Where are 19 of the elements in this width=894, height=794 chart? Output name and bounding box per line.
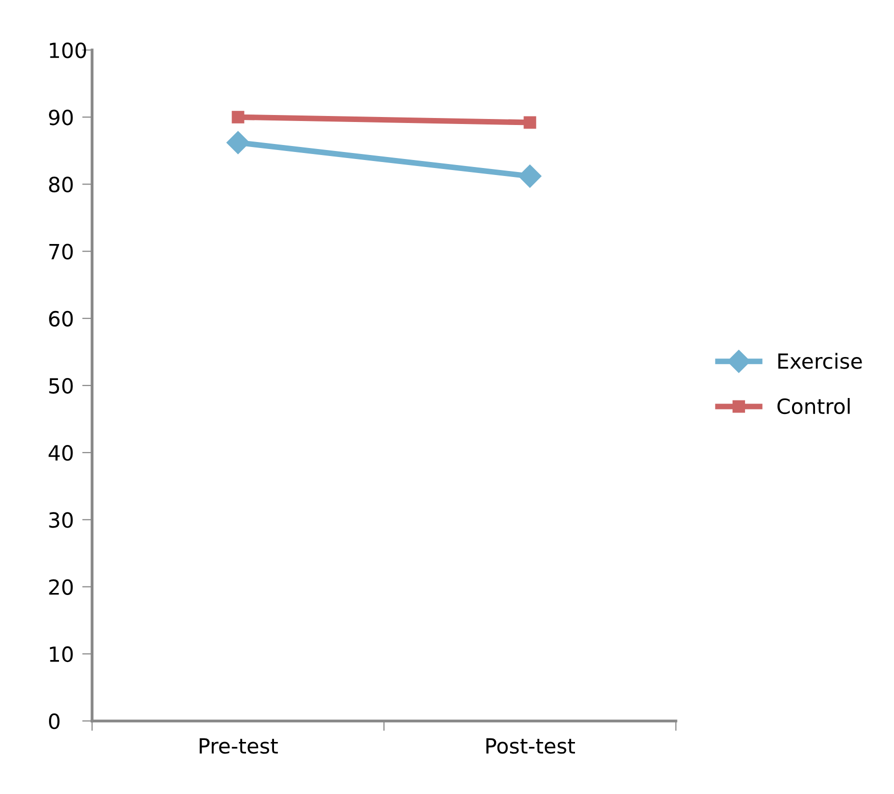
y-tick-label: 60 (49, 310, 73, 327)
point (524, 116, 536, 129)
y-tick-label: 10 (50, 646, 73, 662)
y-tick-label: 100 (50, 42, 86, 58)
y-tick-label: 40 (48, 445, 73, 461)
point (518, 164, 542, 188)
legend-label: Exercise (778, 352, 862, 369)
point (226, 131, 250, 154)
x-tick-label: Post-test (486, 738, 575, 754)
y-tick-label: 30 (49, 512, 73, 528)
point (232, 110, 244, 124)
y-tick-label: 0 (49, 713, 60, 730)
y-tick-label: 80 (49, 176, 73, 192)
x-tick-label: Pre-test (200, 738, 278, 754)
y-tick-label: 20 (49, 579, 73, 595)
y-tick-label: 70 (49, 244, 73, 260)
legend-label: Control (777, 398, 850, 414)
y-tick-label: 50 (49, 378, 73, 394)
y-tick-label: 90 (48, 110, 73, 126)
